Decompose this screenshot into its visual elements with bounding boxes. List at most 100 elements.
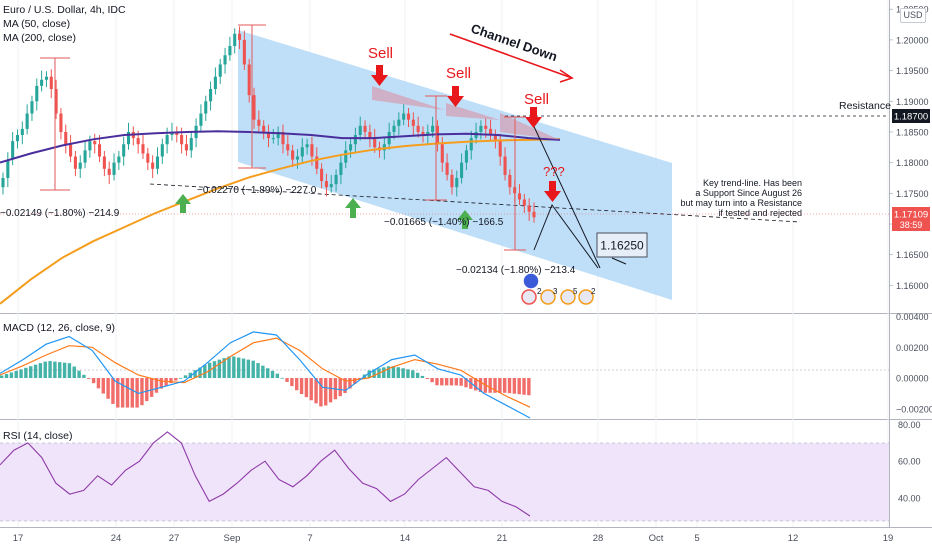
macd-hist-bar — [251, 360, 255, 379]
candle-body — [151, 162, 155, 169]
price-tick-label: 1.16500 — [896, 250, 929, 260]
target-label: 1.16250 — [600, 239, 644, 253]
price-tick-label: 1.18000 — [896, 158, 929, 168]
time-tick-label: 27 — [169, 533, 180, 544]
macd-hist-bar — [357, 378, 362, 380]
macd-hist-bar — [401, 368, 405, 379]
macd-hist-bar — [33, 364, 38, 379]
macd-title[interactable]: MACD (12, 26, close, 9) — [3, 322, 116, 334]
macd-hist-bar — [183, 375, 188, 379]
candle-body — [117, 156, 121, 163]
sell-arrow-1 — [371, 65, 388, 86]
candle-body — [416, 125, 420, 132]
signal-line — [0, 337, 531, 408]
macd-hist-bar — [111, 378, 115, 404]
macd-hist-bar — [24, 367, 28, 379]
event-icons[interactable]: 2 3 5 2 — [521, 272, 596, 305]
macd-hist-bar — [512, 378, 517, 394]
trendline-note-line-4: if tested and rejected — [718, 208, 802, 218]
macd-hist-bar — [493, 378, 497, 393]
candle-body — [532, 211, 536, 218]
candle-body — [247, 64, 251, 96]
event-icon-1 — [522, 272, 540, 290]
last-price-text: 1.17109 — [894, 210, 928, 221]
candle-body — [69, 144, 73, 157]
ma200-legend[interactable]: MA (200, close) — [3, 32, 76, 44]
price-axis: 1.205001.200001.195001.190001.185001.180… — [889, 5, 929, 291]
sell-arrows — [371, 65, 561, 202]
macd-hist-bar — [154, 378, 159, 393]
candle-body — [209, 88, 213, 102]
candle-body — [199, 113, 203, 126]
macd-hist-bar — [149, 378, 154, 397]
macd-hist-bar — [449, 378, 454, 386]
candle-body — [440, 144, 444, 163]
candle-body — [93, 141, 97, 145]
macd-hist-bar — [188, 372, 193, 379]
candle-body — [295, 156, 300, 160]
macd-hist-bar — [275, 373, 280, 379]
candle-body — [218, 64, 222, 77]
macd-hist-bar — [285, 378, 289, 382]
ma50-line — [0, 130, 561, 164]
candle-body — [1, 177, 5, 188]
macd-hist-bar — [459, 378, 463, 386]
sell-arrow-3 — [525, 107, 542, 128]
time-tick-label: 17 — [13, 533, 24, 544]
candle-body — [358, 125, 362, 136]
candle-body — [88, 141, 92, 151]
macd-hist-bar — [198, 367, 202, 379]
candle-body — [469, 138, 473, 151]
candle-body — [291, 150, 295, 160]
candle-body — [73, 156, 77, 169]
macd-hist-bar — [72, 366, 76, 379]
macd-hist-bar — [58, 362, 62, 379]
macd-hist-bar — [435, 378, 439, 386]
macd-hist-bar — [48, 361, 52, 379]
macd-hist-bar — [299, 378, 304, 395]
candle-body — [368, 131, 372, 139]
key-trendline — [149, 183, 801, 223]
support-arrow-3 — [457, 210, 473, 229]
candle-body — [228, 46, 232, 56]
macd-hist-bar — [391, 366, 396, 379]
sell-label-3: Sell — [524, 91, 549, 108]
price-tick-label: 1.20000 — [896, 35, 929, 45]
time-axis: 17 24 27 Sep 7 14 21 28 Oct 5 12 19 — [13, 533, 894, 544]
candle-body — [262, 125, 266, 132]
macd-hist-bar — [502, 378, 507, 393]
macd-hist-bar — [527, 378, 531, 396]
ma50-legend[interactable]: MA (50, close) — [3, 18, 71, 30]
candle-body — [300, 147, 304, 157]
event-icon-4 — [560, 289, 576, 305]
candle-body — [165, 135, 169, 145]
macd-hist-bar — [314, 378, 318, 404]
rsi-title[interactable]: RSI (14, close) — [3, 430, 73, 442]
currency-badge[interactable]: USD — [900, 8, 926, 23]
macd-hist-bar — [411, 370, 415, 379]
macd-axis: 0.00400 0.00200 0.00000 −0.00200 — [896, 312, 932, 414]
price-tick-label: 1.16000 — [896, 281, 929, 291]
macd-hist-bar — [328, 378, 333, 403]
macd-hist-bar — [473, 378, 478, 391]
question-arrow — [544, 181, 561, 202]
rsi-tick-label: 60.00 — [898, 457, 921, 467]
candle-body — [252, 95, 256, 120]
candle-body — [25, 113, 29, 129]
candle-body — [266, 131, 271, 139]
event-count-2: 3 — [553, 287, 558, 296]
macd-tick-label: 0.00200 — [896, 343, 929, 353]
measure-label-1: −0.02149 (−1.80%) −214.9 — [0, 208, 120, 219]
time-tick-label: Oct — [649, 533, 664, 544]
macd-hist-bar — [280, 377, 284, 379]
macd-hist-bar — [348, 378, 352, 389]
macd-hist-bar — [87, 378, 91, 379]
time-tick-label: 24 — [111, 533, 122, 544]
ma200-line — [0, 138, 561, 305]
candle-body — [310, 144, 314, 157]
event-count-1: 2 — [537, 287, 542, 296]
macd-hist-bar — [498, 378, 502, 393]
event-count-4: 2 — [591, 287, 596, 296]
event-icon-3 — [540, 289, 556, 305]
